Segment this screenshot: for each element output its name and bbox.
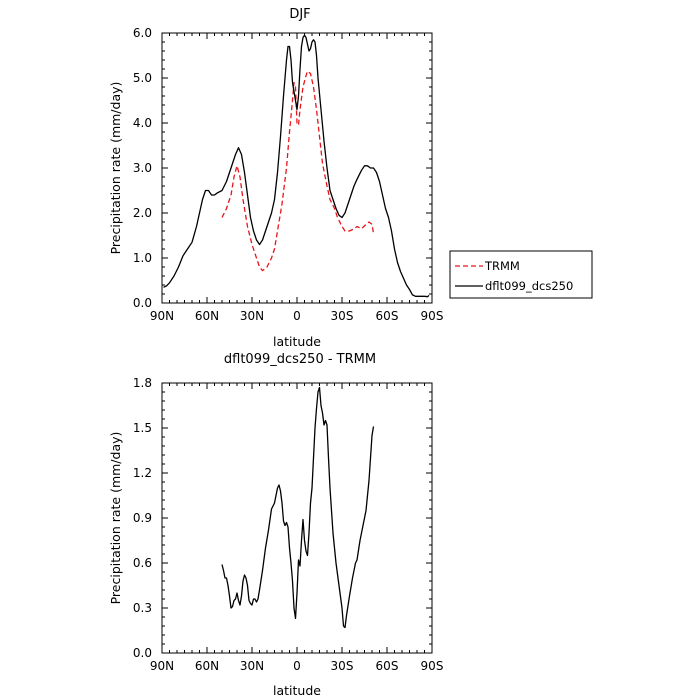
top-y-axis-title: Precipitation rate (mm/day) bbox=[108, 82, 123, 255]
top-x-axis-title: latitude bbox=[273, 334, 321, 349]
bottom-y-tick-label: 0.3 bbox=[133, 601, 152, 615]
bottom-plot-frame bbox=[161, 382, 433, 654]
top-panel-title: DJF bbox=[289, 7, 310, 22]
bottom-y-axis-title: Precipitation rate (mm/day) bbox=[108, 432, 123, 605]
bottom-x-tick-label: 60S bbox=[376, 659, 399, 673]
top-panel: DJF 90N 60N 30N 0 30S 60S 90S 0.0 1.0 2.0 3.0 4.0 5… bbox=[108, 7, 593, 349]
top-x-tick-label: 0 bbox=[293, 309, 301, 323]
legend-box bbox=[449, 250, 593, 299]
bottom-x-tick-label: 30S bbox=[331, 659, 354, 673]
bottom-x-axis-title: latitude bbox=[273, 683, 321, 698]
bottom-x-tick-label: 0 bbox=[293, 659, 301, 673]
bottom-x-tick-label: 90S bbox=[421, 659, 444, 673]
top-y-tick-label: 3.0 bbox=[133, 161, 152, 175]
bottom-x-tick-label: 30N bbox=[240, 659, 264, 673]
top-y-tick-label: 4.0 bbox=[133, 116, 152, 130]
bottom-panel: dflt099_dcs250 - TRMM 90N 60N 30N 0 30S 60S 90… bbox=[108, 352, 443, 698]
bottom-y-tick-label: 0.9 bbox=[133, 511, 152, 525]
top-y-tick-labels: 0.0 1.0 2.0 3.0 4.0 5.0 6.0 bbox=[133, 26, 152, 310]
bottom-y-tick-label: 0.6 bbox=[133, 556, 152, 570]
top-x-tick-label: 90N bbox=[150, 309, 174, 323]
bottom-series-line-0 bbox=[221, 386, 375, 629]
top-x-tick-label: 60N bbox=[195, 309, 219, 323]
top-x-tick-label: 30N bbox=[240, 309, 264, 323]
top-y-tick-label: 5.0 bbox=[133, 71, 152, 85]
top-ticks bbox=[161, 32, 433, 304]
legend-label-trmm: TRMM bbox=[484, 259, 520, 273]
top-y-tick-label: 1.0 bbox=[133, 251, 152, 265]
top-x-tick-label: 60S bbox=[376, 309, 399, 323]
bottom-x-tick-labels: 90N 60N 30N 0 30S 60S 90S bbox=[150, 659, 444, 673]
bottom-x-tick-label: 60N bbox=[195, 659, 219, 673]
bottom-series-group bbox=[221, 386, 375, 629]
top-series-line-1 bbox=[163, 34, 430, 298]
top-x-tick-label: 90S bbox=[421, 309, 444, 323]
bottom-y-tick-label: 1.5 bbox=[133, 421, 152, 435]
top-x-tick-labels: 90N 60N 30N 0 30S 60S 90S bbox=[150, 309, 444, 323]
top-y-tick-label: 2.0 bbox=[133, 206, 152, 220]
bottom-ticks bbox=[161, 382, 433, 654]
bottom-x-tick-label: 90N bbox=[150, 659, 174, 673]
bottom-y-tick-labels: 0.0 0.3 0.6 0.9 1.2 1.5 1.8 bbox=[133, 376, 152, 660]
bottom-panel-title: dflt099_dcs250 - TRMM bbox=[224, 352, 376, 367]
bottom-y-tick-label: 1.2 bbox=[133, 466, 152, 480]
top-y-tick-label: 6.0 bbox=[133, 26, 152, 40]
legend: TRMM dflt099_dcs250 bbox=[449, 250, 593, 299]
top-series-line-0 bbox=[221, 70, 375, 272]
legend-label-model: dflt099_dcs250 bbox=[485, 279, 573, 293]
top-plot-frame bbox=[161, 32, 433, 304]
top-x-tick-label: 30S bbox=[331, 309, 354, 323]
bottom-y-tick-label: 0.0 bbox=[133, 646, 152, 660]
top-series-group bbox=[163, 34, 430, 298]
top-y-tick-label: 0.0 bbox=[133, 296, 152, 310]
bottom-y-tick-label: 1.8 bbox=[133, 376, 152, 390]
